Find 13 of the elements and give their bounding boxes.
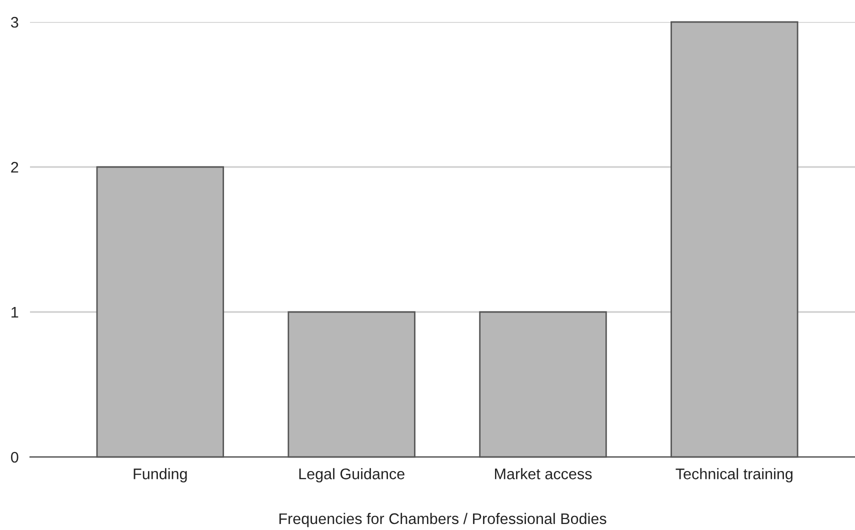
- x-axis-title: Frequencies for Chambers / Professional Bodies: [279, 512, 606, 528]
- y-tick-label: 0: [10, 452, 18, 463]
- x-tick-label: Market access: [495, 468, 592, 480]
- bar: [670, 21, 798, 458]
- y-tick-label: 3: [10, 16, 18, 28]
- y-tick-label: 2: [11, 162, 18, 173]
- y-tick-label: 1: [12, 307, 18, 318]
- x-tick-label: Technical training: [676, 468, 792, 482]
- bar: [96, 166, 224, 458]
- x-tick-label: Funding: [134, 468, 187, 482]
- x-tick-label: Legal Guidance: [299, 468, 404, 482]
- bar: [288, 311, 416, 458]
- bar: [479, 311, 607, 458]
